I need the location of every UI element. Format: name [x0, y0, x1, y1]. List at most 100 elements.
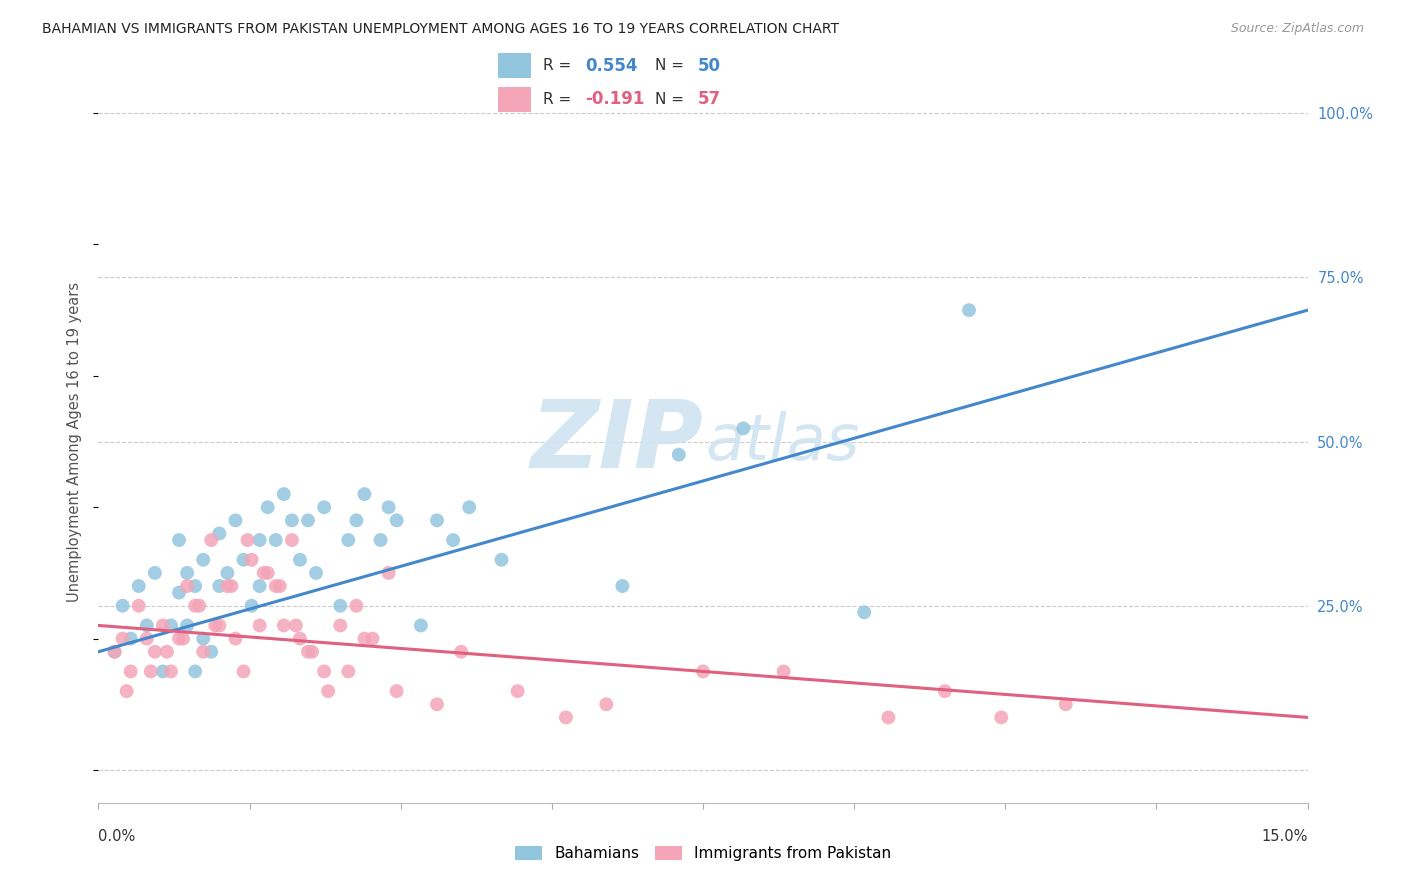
Point: [120, 632, 142, 646]
Point: [337, 665, 360, 679]
Point: [200, 533, 222, 547]
Point: [208, 526, 231, 541]
Text: ZIP: ZIP: [530, 395, 703, 488]
Point: [176, 618, 198, 632]
Point: [450, 645, 472, 659]
Point: [184, 665, 207, 679]
Point: [264, 579, 287, 593]
Point: [555, 710, 578, 724]
Point: [344, 599, 367, 613]
Point: [409, 618, 432, 632]
Point: [353, 632, 375, 646]
Point: [316, 684, 339, 698]
Point: [103, 645, 125, 659]
Point: [284, 618, 307, 632]
Point: [167, 632, 190, 646]
Point: [957, 303, 980, 318]
Point: [111, 599, 134, 613]
Point: [172, 632, 194, 646]
Point: [193, 553, 215, 567]
Point: [458, 500, 481, 515]
Point: [208, 579, 231, 593]
Point: [329, 599, 352, 613]
Point: [990, 710, 1012, 724]
Point: [152, 618, 174, 632]
Point: [733, 421, 755, 435]
Point: [217, 579, 239, 593]
Text: 0.0%: 0.0%: [98, 829, 135, 844]
Point: [692, 665, 714, 679]
Point: [217, 566, 239, 580]
Point: [111, 632, 134, 646]
Point: [176, 566, 198, 580]
Point: [193, 632, 215, 646]
Point: [221, 579, 243, 593]
Bar: [498, 87, 531, 112]
Text: N =: N =: [655, 58, 689, 73]
Point: [253, 566, 276, 580]
Point: [612, 579, 634, 593]
Text: 0.554: 0.554: [585, 56, 637, 75]
Point: [143, 645, 166, 659]
Point: [934, 684, 956, 698]
Point: [288, 553, 311, 567]
Point: [297, 645, 319, 659]
Point: [224, 513, 246, 527]
Point: [193, 645, 215, 659]
Point: [491, 553, 513, 567]
Point: [103, 645, 125, 659]
Point: [361, 632, 384, 646]
Point: [184, 599, 207, 613]
Point: [314, 665, 336, 679]
Point: [232, 553, 254, 567]
Point: [115, 684, 138, 698]
Point: [344, 513, 367, 527]
Point: [877, 710, 900, 724]
Point: [200, 645, 222, 659]
Point: [506, 684, 529, 698]
Point: [301, 645, 323, 659]
Point: [668, 448, 690, 462]
Point: [426, 513, 449, 527]
Point: [288, 632, 311, 646]
Point: [269, 579, 291, 593]
Point: [167, 585, 190, 599]
Point: [337, 533, 360, 547]
Point: [160, 618, 183, 632]
Point: [441, 533, 464, 547]
Point: [377, 500, 399, 515]
Point: [232, 665, 254, 679]
Point: [353, 487, 375, 501]
Point: [256, 500, 278, 515]
Point: [273, 618, 295, 632]
Text: BAHAMIAN VS IMMIGRANTS FROM PAKISTAN UNEMPLOYMENT AMONG AGES 16 TO 19 YEARS CORR: BAHAMIAN VS IMMIGRANTS FROM PAKISTAN UNE…: [42, 22, 839, 37]
Point: [184, 579, 207, 593]
Text: atlas: atlas: [706, 410, 859, 473]
Point: [167, 533, 190, 547]
Point: [128, 579, 150, 593]
Point: [249, 533, 271, 547]
Point: [772, 665, 794, 679]
Legend: Bahamians, Immigrants from Pakistan: Bahamians, Immigrants from Pakistan: [509, 839, 897, 867]
Point: [305, 566, 328, 580]
Point: [156, 645, 179, 659]
Bar: [498, 54, 531, 78]
Point: [152, 665, 174, 679]
Text: R =: R =: [543, 92, 576, 107]
Point: [128, 599, 150, 613]
Point: [385, 513, 408, 527]
Point: [160, 665, 183, 679]
Point: [1054, 698, 1077, 712]
Text: Source: ZipAtlas.com: Source: ZipAtlas.com: [1230, 22, 1364, 36]
Text: -0.191: -0.191: [585, 90, 644, 108]
Point: [370, 533, 392, 547]
Point: [385, 684, 408, 698]
Point: [249, 618, 271, 632]
Point: [135, 632, 157, 646]
Point: [853, 605, 876, 619]
Text: 15.0%: 15.0%: [1261, 829, 1308, 844]
Point: [240, 553, 263, 567]
Point: [204, 618, 226, 632]
Point: [595, 698, 617, 712]
Point: [426, 698, 449, 712]
